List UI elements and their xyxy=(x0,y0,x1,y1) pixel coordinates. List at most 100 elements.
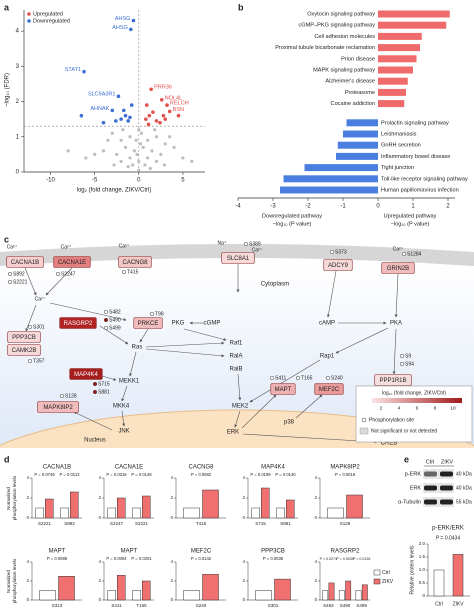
y-tick-label: 2 xyxy=(27,578,30,583)
category-label: GnRH secretion xyxy=(381,143,421,149)
site-marker xyxy=(27,324,33,330)
protein-label: PPP1R1B xyxy=(379,378,406,384)
bar xyxy=(378,88,406,96)
site-marker xyxy=(103,309,109,315)
bar xyxy=(378,55,417,63)
molecule-label: Rap1 xyxy=(320,354,335,360)
legend-tick-label: 8 xyxy=(434,405,437,411)
p-value: P = 0.0082 xyxy=(191,472,212,477)
band xyxy=(424,499,437,505)
site-label: S2247 xyxy=(61,271,76,277)
bar xyxy=(355,590,362,601)
point xyxy=(159,152,163,156)
category-label: S128 xyxy=(340,521,351,526)
point xyxy=(128,135,132,139)
plot-title: MEF2C xyxy=(191,549,212,555)
molecule-label: CREB xyxy=(381,441,398,447)
protein-label: MAPK8IP2 xyxy=(43,405,73,411)
site-marker xyxy=(243,241,249,247)
blot-strip xyxy=(423,483,454,493)
bar xyxy=(255,590,272,601)
y-tick-label: 0 xyxy=(99,597,102,602)
category-label: Prion disease xyxy=(341,56,375,62)
protein-node xyxy=(221,252,255,264)
arrow xyxy=(101,375,117,381)
molecule-label: p38 xyxy=(284,420,295,426)
category-label: Proteasome xyxy=(345,90,375,96)
panel-label: b xyxy=(238,2,244,12)
band xyxy=(440,499,453,505)
point xyxy=(134,138,138,142)
category-label: S301 xyxy=(268,603,279,608)
legend-tick-label: 10 xyxy=(450,405,456,411)
y-tick-label: 2 xyxy=(99,578,102,583)
bar xyxy=(286,499,295,519)
site-label: S499 xyxy=(109,325,121,331)
p-value: P = 0.0271 xyxy=(320,557,337,561)
legend-tick-label: 2 xyxy=(380,405,383,411)
y-tick-label: 0 xyxy=(243,515,246,520)
point xyxy=(131,163,135,167)
y-tick-label: 4 xyxy=(99,475,102,480)
y-tick-label: 4 xyxy=(243,475,246,480)
x-tick-label: -3 xyxy=(270,204,276,210)
protein-node xyxy=(37,401,79,413)
point-label: AHNAK xyxy=(90,106,109,112)
category-label: Proximal tubule bicarbonate reclamation xyxy=(275,45,375,51)
legend-title: log₁₀ (fold change, ZIKV/Ctrl) xyxy=(382,390,446,396)
y-tick-label: 0 xyxy=(315,515,318,520)
category-label: S2221 xyxy=(135,521,149,526)
site-label: S881 xyxy=(98,389,110,395)
bar xyxy=(261,487,270,519)
site-label: T415 xyxy=(127,269,139,275)
molecule-label: PKG xyxy=(172,321,185,327)
bar xyxy=(107,507,116,519)
ion-label: Ca²⁺ xyxy=(393,246,404,252)
bar xyxy=(132,590,141,601)
legend-marker xyxy=(373,569,381,576)
point xyxy=(141,145,145,149)
protein-label: MAP4K4 xyxy=(74,372,98,378)
site-label: T165 xyxy=(301,375,313,381)
arrow xyxy=(129,351,137,377)
x-axis-label: Downregulated pathway xyxy=(262,213,322,219)
point xyxy=(151,110,155,114)
point-label: RELCH xyxy=(170,101,189,107)
point xyxy=(148,166,152,171)
bar xyxy=(378,10,450,18)
site-marker xyxy=(149,311,155,317)
bar xyxy=(276,507,285,519)
y-tick-label: 2 xyxy=(16,99,20,105)
p-value: P = 0.0199 xyxy=(250,472,271,477)
bar xyxy=(70,491,79,519)
bar xyxy=(183,507,200,519)
p-value: P = 0.0318 xyxy=(106,472,127,477)
category-label: MAPK signaling pathway xyxy=(313,67,375,73)
point xyxy=(181,156,185,160)
bar xyxy=(378,44,420,52)
bar xyxy=(378,32,422,40)
y-tick-label: 2 xyxy=(243,495,246,500)
protein-node xyxy=(323,259,353,271)
x-axis-label: −log₁₀ (P value) xyxy=(391,221,430,227)
site-label: S1284 xyxy=(407,251,422,257)
point xyxy=(121,128,125,132)
band xyxy=(440,485,453,491)
category-label: T415 xyxy=(196,521,207,526)
site-marker xyxy=(399,361,405,367)
y-tick-label: 0 xyxy=(171,597,174,602)
point xyxy=(154,135,159,139)
bar xyxy=(142,495,151,519)
bar xyxy=(378,100,405,108)
p-value: P = 0.0149 xyxy=(131,472,152,477)
point xyxy=(101,120,106,125)
category-label: Cocaine addiction xyxy=(331,101,375,107)
y-tick-label: 1.0 xyxy=(419,567,426,572)
site-marker xyxy=(55,271,61,277)
arrow xyxy=(326,270,337,318)
point xyxy=(114,119,118,123)
label-line: phosphorylation levels xyxy=(12,475,17,520)
protein-label: MAPT xyxy=(275,387,292,393)
ion-label: Ca²⁺ xyxy=(252,247,263,253)
y-tick-label: 4 xyxy=(27,475,30,480)
